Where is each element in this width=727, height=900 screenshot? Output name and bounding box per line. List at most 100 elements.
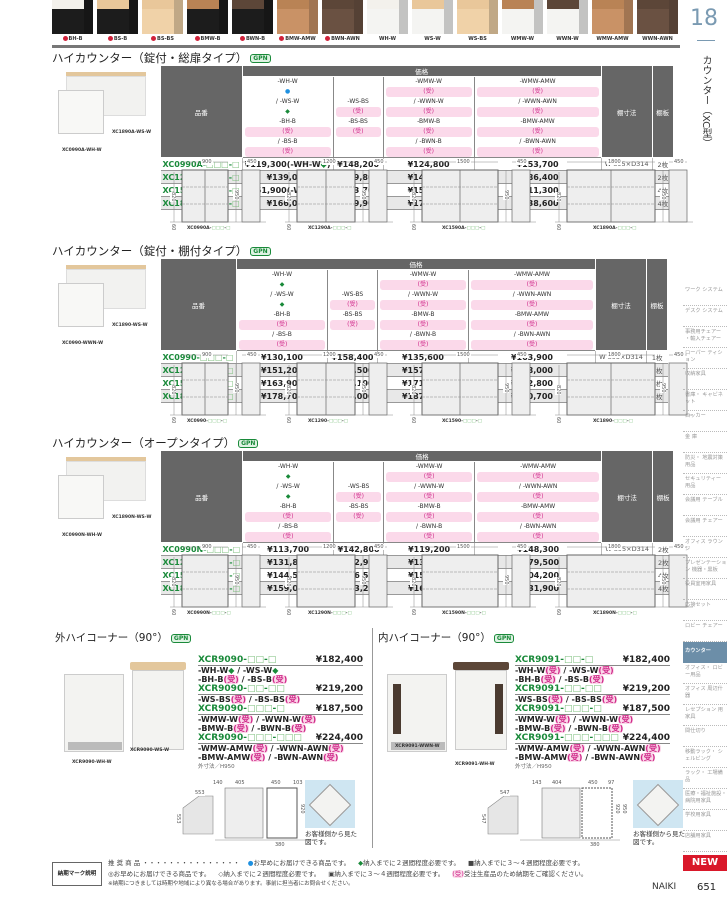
sidebar-item[interactable]: 役員室用家具 <box>683 579 727 600</box>
part-number: XCR9090-□□-□□ <box>198 684 285 694</box>
sidebar-item[interactable]: カウンター <box>683 642 727 663</box>
sidebar-item[interactable]: プレゼンテーション 機器・黒板 <box>683 558 727 579</box>
sidebar-item[interactable]: 収納家具 <box>683 369 727 390</box>
color-swatch[interactable] <box>547 0 588 34</box>
sidebar-item[interactable]: ロビー チェアー <box>683 621 727 642</box>
mark-symbol: □ <box>471 419 476 424</box>
color-swatch[interactable] <box>232 0 273 34</box>
photo-caption: XC0990A-WH-W <box>62 148 102 153</box>
elevation-drawing: 1800 450 820 950 60 XC1890-□□□-□ <box>555 351 693 429</box>
photo-caption: XCR9090-WH-W <box>72 760 112 765</box>
mark-symbol: □ <box>276 733 285 743</box>
sidebar-item[interactable]: 店舗用家具 <box>683 831 727 852</box>
sidebar-item[interactable]: ロッカー <box>683 411 727 432</box>
mark-symbol: □ <box>481 611 486 616</box>
mark-symbol: □ <box>213 159 222 169</box>
swatch-side <box>264 0 273 34</box>
sidebar-item[interactable]: レセプション 用家具 <box>683 705 727 726</box>
sidebar-item[interactable]: ワーク システム <box>683 285 727 306</box>
sidebar-item[interactable]: セキュリティー 用品 <box>683 474 727 495</box>
sidebar-item[interactable]: オフィス ラウンジ <box>683 537 727 558</box>
mark-symbol: □ <box>341 226 346 231</box>
new-badge[interactable]: NEW <box>683 855 727 871</box>
product-photo <box>58 265 148 327</box>
mark-symbol: □ <box>475 226 480 231</box>
color-swatch[interactable] <box>52 0 93 34</box>
sidebar-item[interactable]: 学校用家具 <box>683 810 727 831</box>
sidebar-item[interactable]: オフィス・ ロビー用品 <box>683 663 727 684</box>
header-variant-line: -BH-B (受) / -BS-B (受) <box>244 117 331 157</box>
sidebar-item[interactable]: 金 庫 <box>683 432 727 453</box>
swatch-label: BS-BS <box>140 36 185 42</box>
color-swatch[interactable] <box>412 0 453 34</box>
sidebar-item[interactable]: 間仕切り <box>683 726 727 747</box>
swatch-top <box>322 0 363 9</box>
header-variant-line: -BMW-B (受) / -BWN-B (受) <box>380 310 466 350</box>
mark-symbol: □ <box>626 226 631 231</box>
color-swatch[interactable] <box>592 0 633 34</box>
color-swatch[interactable] <box>322 0 363 34</box>
mark-symbol: (受) <box>250 753 266 762</box>
sidebar-item[interactable]: オフィス 周辺什器 <box>683 684 727 705</box>
gpn-badge: GPN <box>250 54 271 63</box>
color-swatch[interactable] <box>367 0 408 34</box>
mark-symbol: (受) <box>471 280 593 290</box>
depth-dimension: 547 <box>480 814 486 824</box>
mark-symbol: (受) <box>476 147 599 157</box>
height-dimension: 820 <box>555 577 561 587</box>
swatch-top <box>52 0 93 9</box>
sidebar-item[interactable]: デスク システム <box>683 306 727 327</box>
sidebar-item[interactable]: 応接セット <box>683 600 727 621</box>
drawing-caption: XC1290N-□□□-□ <box>308 611 352 616</box>
sidebar-item[interactable]: 医療・福祉施設・ 病院用家具 <box>683 789 727 810</box>
color-swatch[interactable] <box>142 0 183 34</box>
gpn-badge: GPN <box>238 439 259 448</box>
color-swatch[interactable] <box>502 0 543 34</box>
part-number: XCR9091-□□-□ <box>515 655 594 665</box>
sidebar-item[interactable]: ラック・ 工場備品 <box>683 768 727 789</box>
sidebar-item[interactable]: 事務用チェアー ・輸入チェアー <box>683 327 727 348</box>
color-swatch[interactable] <box>277 0 318 34</box>
sidebar-item[interactable]: 会議用 チェアー <box>683 516 727 537</box>
sidebar-item[interactable]: 会議用 テーブル <box>683 495 727 516</box>
depth-dimension: 450 <box>246 544 258 550</box>
swatch-label: WS-BS <box>455 36 500 42</box>
mark-symbol: (受) <box>645 744 661 753</box>
mark-symbol: □ <box>211 226 216 231</box>
mark-symbol: (受) <box>471 300 593 310</box>
color-variant: -WMW-AMW(受) / -WWN-AWN(受) <box>198 744 344 753</box>
sidebar-item[interactable]: 防災・ 地震対策用品 <box>683 453 727 474</box>
height-dimension: 920 <box>299 804 305 814</box>
header-variant-line: -WMW-W (受) / -WWN-W (受) <box>386 462 473 502</box>
mark-symbol: □ <box>293 733 302 743</box>
width-dimension: 1200 <box>322 352 337 358</box>
header-variant-line: -WMW-AMW (受) / -WWN-AWN (受) <box>476 77 599 117</box>
color-swatch[interactable] <box>457 0 498 34</box>
legend-note: ※納期につきましては時期や地域により異なる場合があります。事前に担当者にお問合せ… <box>108 881 354 887</box>
mark-symbol: (受) <box>385 107 472 117</box>
legend-item: ■納入までに３～４週間程度必要です。 <box>468 859 585 867</box>
swatch-side <box>579 0 588 34</box>
mark-symbol: ◆ <box>272 666 279 675</box>
mark-symbol: (受) <box>336 512 382 522</box>
depth-dimension: 450 <box>673 159 685 165</box>
color-swatch[interactable] <box>97 0 138 34</box>
price-cell: ¥250,700 <box>468 389 596 403</box>
drawing-caption: XC1290A-□□□-□ <box>308 226 352 231</box>
mark-symbol: (受) <box>477 512 600 522</box>
swatch-top <box>187 0 228 9</box>
sidebar-item[interactable]: 移動ラック・ シェルビング <box>683 747 727 768</box>
header-variant-line: -WS-BS (受) <box>335 97 381 117</box>
made-to-order-icon <box>279 36 285 41</box>
divider <box>52 45 680 48</box>
sidebar-item[interactable]: ローパー ティション <box>683 348 727 369</box>
sidebar-item[interactable]: 書庫・ キャビネット <box>683 390 727 411</box>
made-to-order-icon <box>239 36 245 41</box>
mark-symbol: □ <box>284 733 294 743</box>
mark-symbol: □ <box>255 684 264 694</box>
section-title: ハイカウンター（錠付・総扉タイプ） GPN <box>52 50 271 66</box>
swatch-label: WMW-AMW <box>590 36 635 42</box>
color-swatch[interactable] <box>637 0 678 34</box>
color-swatch[interactable] <box>187 0 228 34</box>
mark-symbol: □ <box>267 655 277 665</box>
